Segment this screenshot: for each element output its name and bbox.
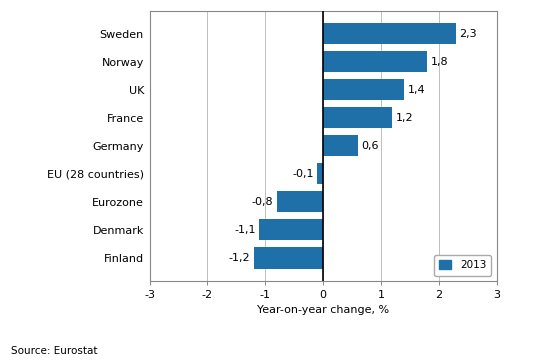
Bar bbox=[323, 51, 427, 72]
Bar bbox=[277, 192, 323, 212]
Text: -1,1: -1,1 bbox=[234, 225, 256, 235]
Bar bbox=[260, 220, 323, 240]
Text: -0,8: -0,8 bbox=[252, 197, 273, 207]
Text: 1,4: 1,4 bbox=[407, 85, 425, 95]
Text: 2,3: 2,3 bbox=[460, 28, 477, 39]
Bar bbox=[323, 135, 358, 156]
Text: 0,6: 0,6 bbox=[362, 141, 379, 151]
Bar bbox=[317, 163, 323, 184]
Legend: 2013: 2013 bbox=[434, 255, 491, 276]
Text: 1,8: 1,8 bbox=[431, 57, 449, 67]
Bar bbox=[254, 247, 323, 269]
Text: -0,1: -0,1 bbox=[292, 169, 314, 179]
X-axis label: Year-on-year change, %: Year-on-year change, % bbox=[257, 305, 389, 315]
Bar bbox=[323, 79, 404, 100]
Text: Source: Eurostat: Source: Eurostat bbox=[11, 346, 97, 356]
Bar bbox=[323, 23, 456, 44]
Bar bbox=[323, 107, 392, 128]
Text: -1,2: -1,2 bbox=[229, 253, 250, 263]
Text: 1,2: 1,2 bbox=[396, 113, 414, 123]
